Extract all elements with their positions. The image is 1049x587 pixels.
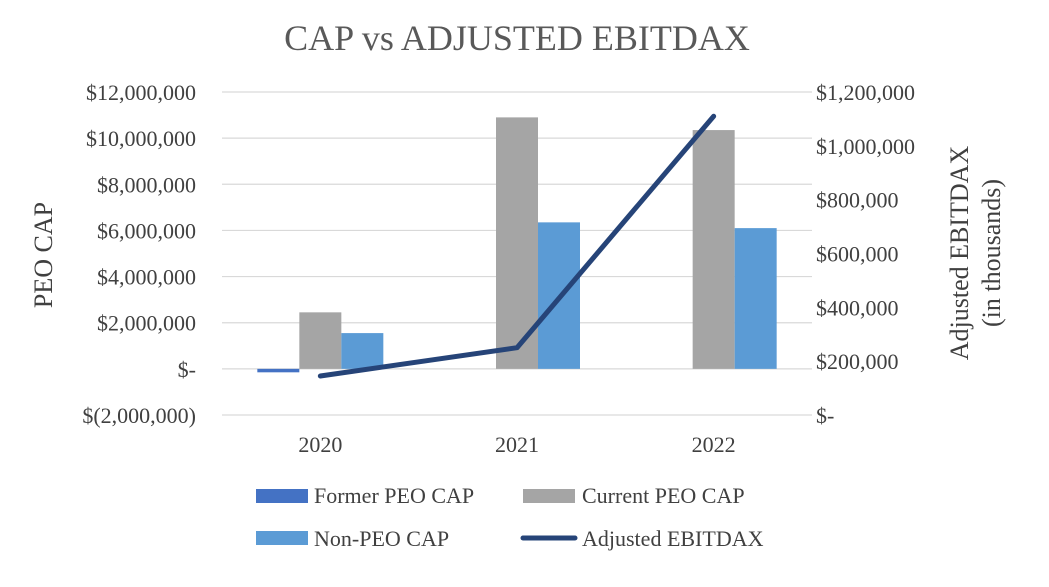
right-tick-label: $- xyxy=(816,403,834,428)
right-tick-label: $1,200,000 xyxy=(816,80,915,105)
line-series xyxy=(317,113,717,379)
chart-title: CAP vs ADJUSTED EBITDAX xyxy=(284,18,750,58)
bar-current-peo-cap-2022 xyxy=(692,130,735,369)
line-adjusted-ebitdax xyxy=(317,113,717,379)
left-tick-label: $(2,000,000) xyxy=(82,403,196,428)
legend-swatch-non-peo-cap xyxy=(256,531,308,545)
legend-label-non-peo-cap: Non-PEO CAP xyxy=(314,526,449,551)
right-axis-title-line2: (in thousands) xyxy=(977,179,1006,327)
bars xyxy=(257,117,777,373)
left-tick-label: $12,000,000 xyxy=(86,80,196,105)
bar-non-peo-cap-2020 xyxy=(341,333,384,369)
bar-non-peo-cap-2022 xyxy=(734,228,777,369)
x-axis-ticks: 2020 2021 2022 xyxy=(298,432,735,457)
left-tick-label: $10,000,000 xyxy=(86,126,196,151)
legend-label-former-peo-cap: Former PEO CAP xyxy=(314,483,474,508)
legend: Former PEO CAP Current PEO CAP Non-PEO C… xyxy=(256,483,764,551)
left-tick-label: $8,000,000 xyxy=(97,172,196,197)
left-axis-title: PEO CAP xyxy=(29,202,58,308)
left-tick-label: $- xyxy=(178,357,196,382)
right-tick-label: $400,000 xyxy=(816,295,899,320)
left-tick-label: $2,000,000 xyxy=(97,311,196,336)
bar-current-peo-cap-2021 xyxy=(496,117,538,369)
right-axis-ticks: $1,200,000 $1,000,000 $800,000 $600,000 $400… xyxy=(816,80,915,428)
x-tick-label: 2021 xyxy=(495,432,539,457)
left-tick-label: $6,000,000 xyxy=(97,218,196,243)
right-axis-title-line1: Adjusted EBITDAX xyxy=(945,146,974,361)
right-tick-label: $200,000 xyxy=(816,349,899,374)
legend-swatch-former-peo-cap xyxy=(256,489,308,503)
legend-label-current-peo-cap: Current PEO CAP xyxy=(582,483,745,508)
right-tick-label: $1,000,000 xyxy=(816,134,915,159)
bar-former-peo-cap-2020 xyxy=(257,368,300,373)
right-tick-label: $600,000 xyxy=(816,242,899,267)
x-tick-label: 2022 xyxy=(692,432,736,457)
left-tick-label: $4,000,000 xyxy=(97,265,196,290)
right-tick-label: $800,000 xyxy=(816,188,899,213)
legend-label-adjusted-ebitdax: Adjusted EBITDAX xyxy=(582,526,764,551)
legend-swatch-current-peo-cap xyxy=(523,489,575,503)
left-axis-ticks: $12,000,000 $10,000,000 $8,000,000 $6,000,0… xyxy=(82,80,196,428)
bar-current-peo-cap-2020 xyxy=(299,312,342,369)
x-tick-label: 2020 xyxy=(298,432,342,457)
